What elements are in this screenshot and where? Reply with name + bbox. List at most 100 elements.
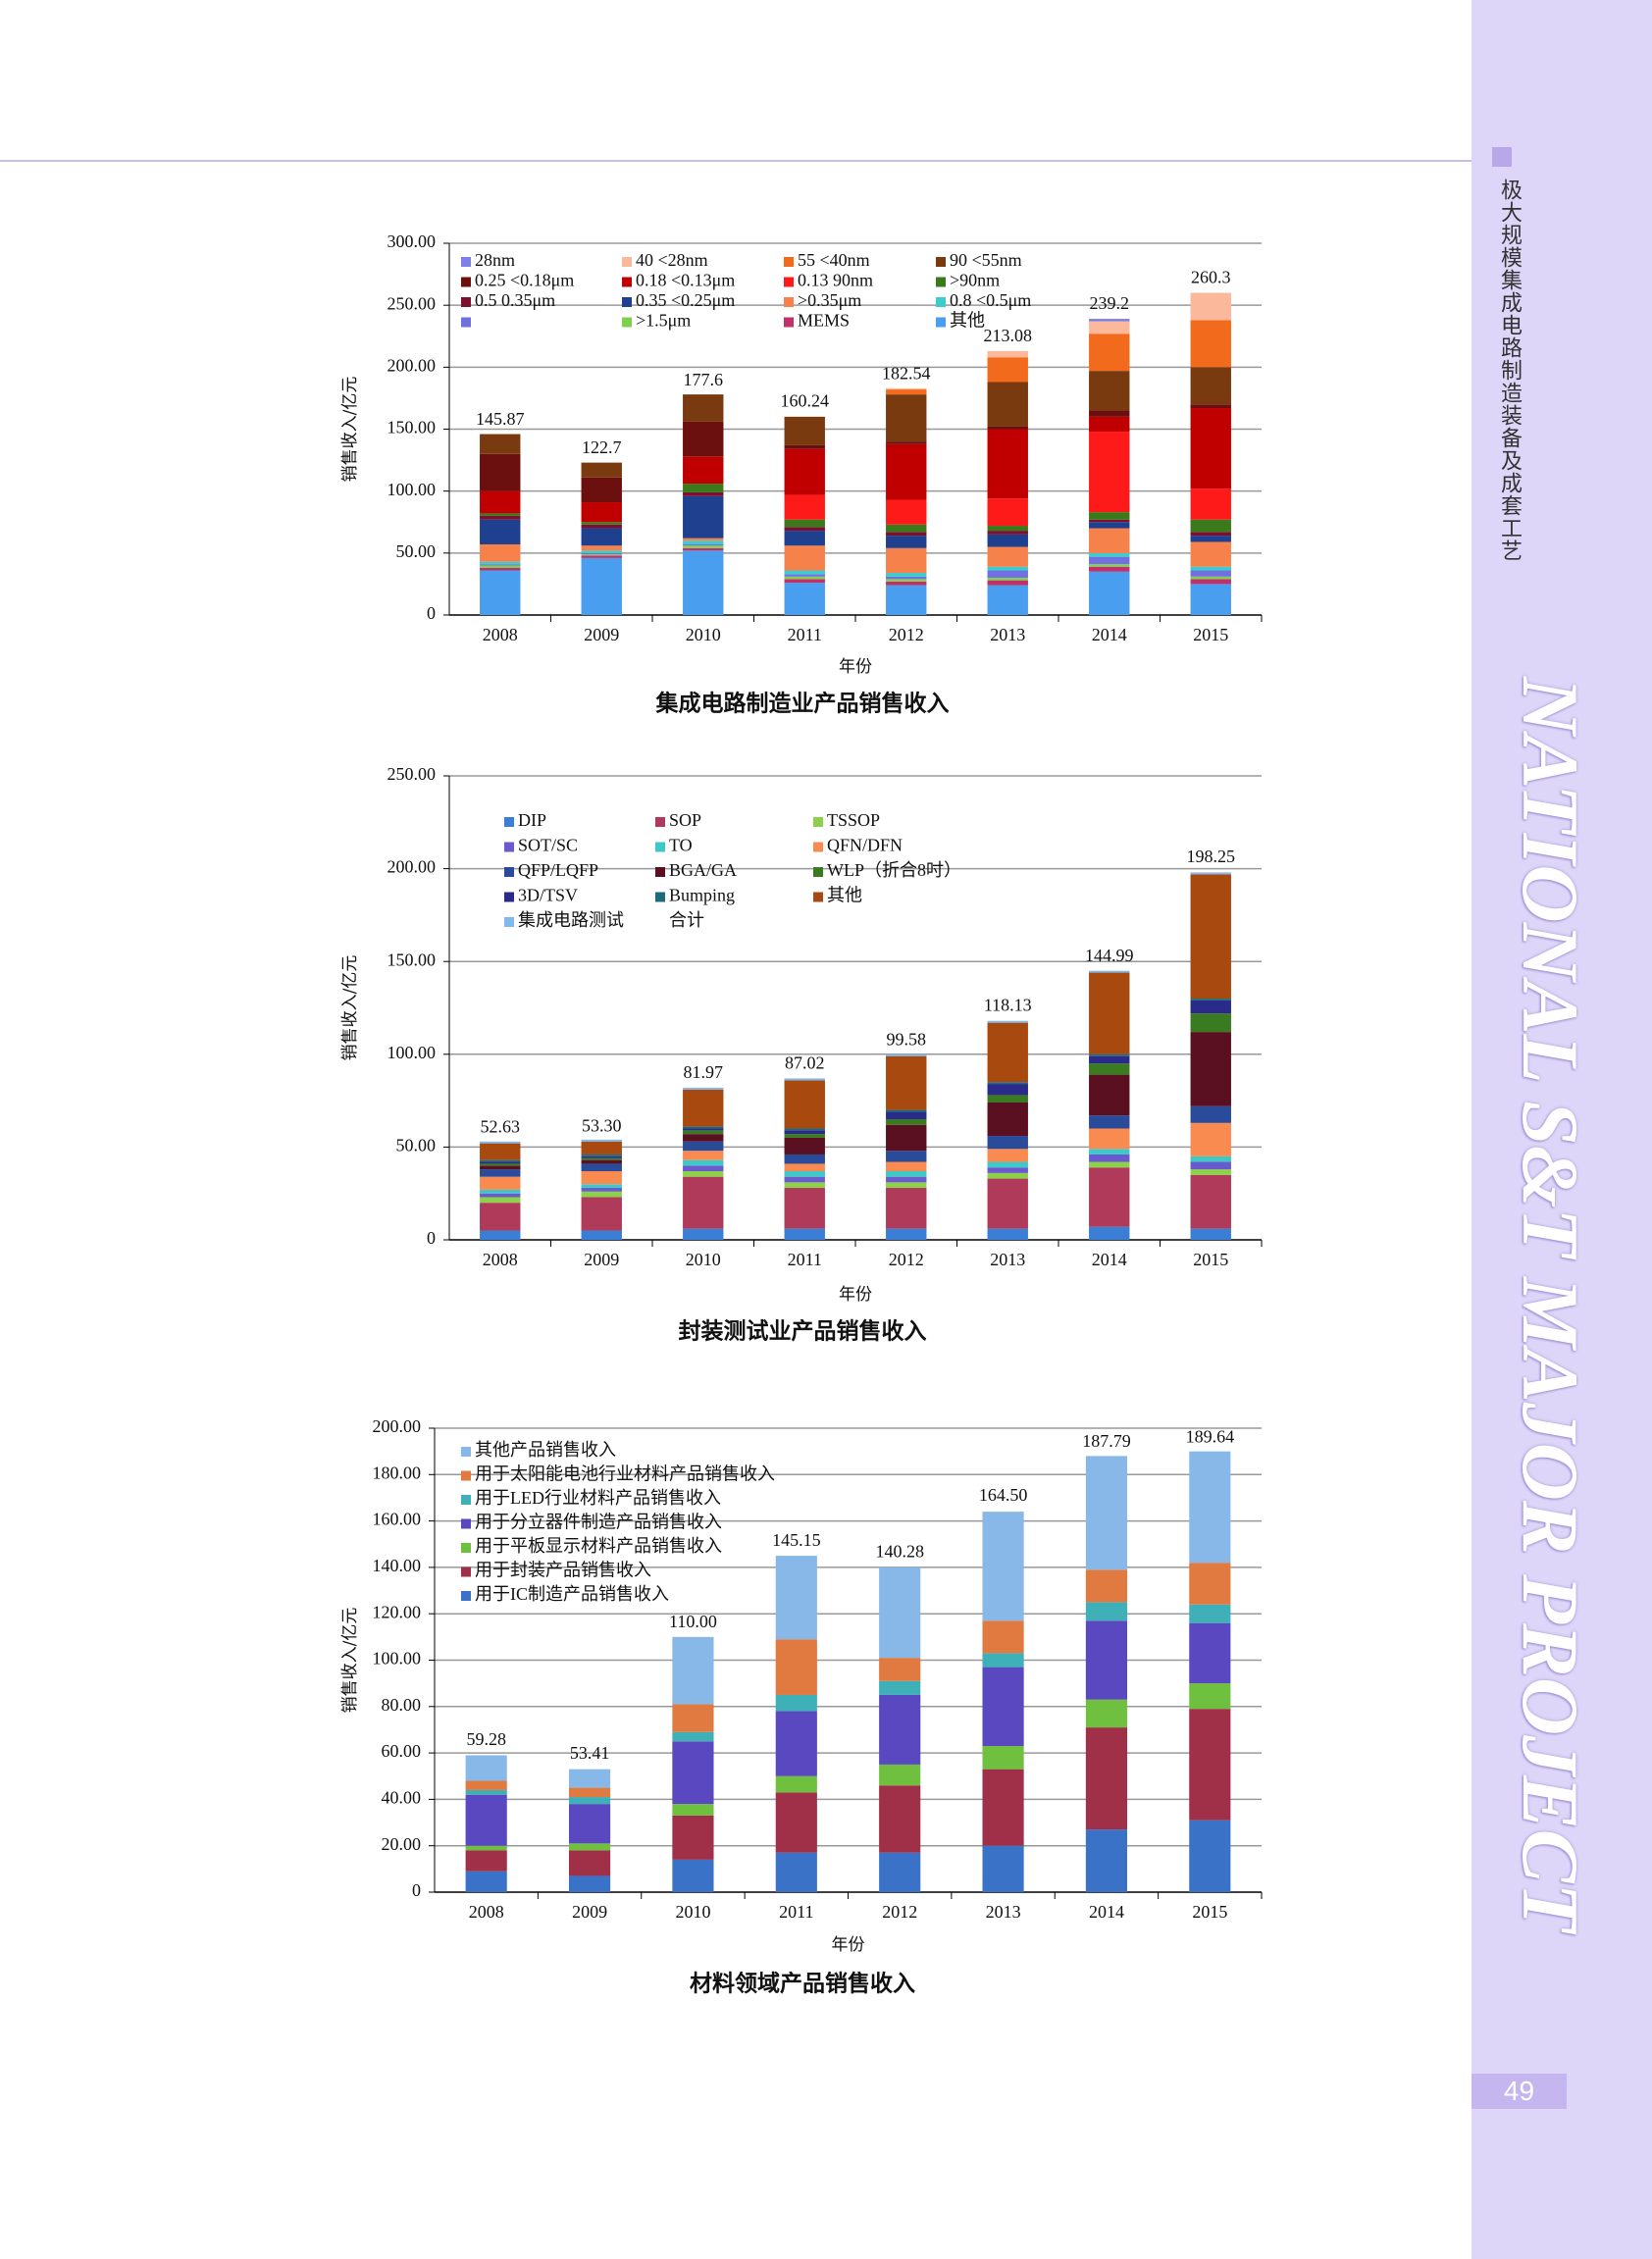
bar-segment	[683, 491, 724, 496]
legend-label: 0.5 0.35μm	[475, 290, 555, 310]
y-tick-label: 0	[427, 1228, 436, 1248]
y-tick-label: 50.00	[396, 1136, 437, 1155]
bar-segment	[480, 1197, 521, 1204]
bar-segment	[886, 441, 927, 444]
bar-segment	[1190, 579, 1231, 585]
bar-segment	[683, 495, 724, 539]
bar-segment	[480, 1161, 521, 1164]
bar-segment	[987, 566, 1028, 571]
bar-segment	[886, 499, 927, 525]
bar-segment	[683, 1151, 724, 1160]
bar-segment	[1190, 541, 1231, 567]
legend-label: 0.8 <0.5μm	[950, 290, 1031, 310]
bar-segment	[568, 1850, 611, 1876]
bar-segment	[683, 456, 724, 485]
bar-segment	[784, 545, 825, 571]
x-tick-label: 2010	[686, 625, 721, 644]
bar-segment	[683, 540, 724, 544]
bar-segment	[480, 515, 521, 520]
bar-segment	[784, 583, 825, 615]
bar-segment	[784, 1182, 825, 1189]
total-label: 53.41	[570, 1743, 610, 1763]
banner-text: NATIONAL S&T MAJOR PROJECT	[1506, 677, 1595, 1932]
bar-segment	[886, 1119, 927, 1125]
y-axis-label: 销售收入/亿元	[340, 955, 360, 1061]
bar-segment	[581, 1184, 622, 1189]
bar-segment	[581, 1139, 622, 1142]
bar-segment	[987, 1082, 1028, 1085]
x-axis-label: 年份	[839, 1285, 872, 1305]
bar-segment	[683, 394, 724, 422]
bar-segment	[1089, 432, 1130, 513]
x-tick-label: 2014	[1092, 625, 1127, 644]
y-tick-label: 60.00	[382, 1741, 422, 1761]
legend-label: 28nm	[475, 250, 515, 270]
bar-segment	[480, 570, 521, 615]
legend-marker	[655, 892, 665, 902]
bar-segment	[1190, 1174, 1231, 1229]
bar-segment	[1089, 970, 1130, 973]
bar-segment	[1190, 1122, 1231, 1156]
bar-segment	[1089, 416, 1130, 433]
legend-marker	[461, 1447, 471, 1457]
bar-segment	[480, 1143, 521, 1160]
bar-segment	[581, 1191, 622, 1198]
x-tick-label: 2012	[889, 625, 924, 644]
bar-segment	[480, 519, 521, 544]
bar-segment	[683, 545, 724, 548]
legend-marker	[504, 917, 514, 927]
bar-segment	[987, 1022, 1028, 1083]
bar-segment	[1190, 536, 1231, 542]
bar-segment	[1089, 319, 1130, 322]
bar-segment	[568, 1804, 611, 1844]
bar-segment	[683, 1089, 724, 1127]
x-tick-label: 2012	[889, 1250, 924, 1269]
x-tick-label: 2008	[483, 625, 518, 644]
legend-marker	[461, 1518, 471, 1529]
bar-segment	[987, 526, 1028, 532]
bar-segment	[683, 1165, 724, 1171]
bar-segment	[784, 579, 825, 584]
total-label: 177.6	[684, 370, 724, 389]
bar-segment	[886, 1151, 927, 1162]
bar-segment	[480, 1176, 521, 1190]
bar-segment	[784, 574, 825, 577]
total-label: 52.63	[481, 1117, 521, 1137]
legend-label: 其他	[827, 886, 862, 905]
bar-segment	[683, 538, 724, 541]
legend-label: 用于LED行业材料产品销售收入	[475, 1488, 721, 1508]
bar-segment	[568, 1797, 611, 1805]
bar-segment	[581, 477, 622, 503]
legend-marker	[936, 317, 946, 328]
bar-segment	[886, 1109, 927, 1112]
x-tick-label: 2015	[1193, 625, 1228, 644]
legend-marker	[784, 257, 794, 267]
bar-segment	[480, 1165, 521, 1170]
bar-segment	[480, 1193, 521, 1198]
bar-segment	[1190, 292, 1231, 321]
bar-segment	[784, 494, 825, 520]
bar-segment	[886, 536, 927, 548]
legend-label: 55 <40nm	[798, 250, 870, 270]
y-tick-label: 160.00	[373, 1510, 422, 1529]
bar-segment	[886, 573, 927, 577]
legend-label: TSSOP	[827, 810, 880, 830]
y-tick-label: 50.00	[396, 541, 437, 561]
y-tick-label: 150.00	[387, 950, 437, 969]
bar-segment	[784, 1078, 825, 1081]
bar-segment	[886, 1228, 927, 1240]
bar-segment	[784, 1134, 825, 1138]
legend-label: 用于分立器件制造产品销售收入	[475, 1513, 722, 1532]
bar-segment	[775, 1775, 817, 1793]
bar-segment	[886, 1182, 927, 1189]
y-tick-label: 300.00	[387, 231, 437, 251]
y-tick-label: 80.00	[382, 1695, 422, 1715]
bar-segment	[1190, 1032, 1231, 1106]
bar-segment	[1190, 1228, 1231, 1240]
bar-segment	[886, 1053, 927, 1056]
bar-segment	[568, 1769, 611, 1788]
bar-segment	[480, 453, 521, 491]
legend-label: WLP（折合8吋）	[827, 860, 961, 880]
bar-segment	[672, 1815, 714, 1860]
bar-segment	[480, 1163, 521, 1166]
